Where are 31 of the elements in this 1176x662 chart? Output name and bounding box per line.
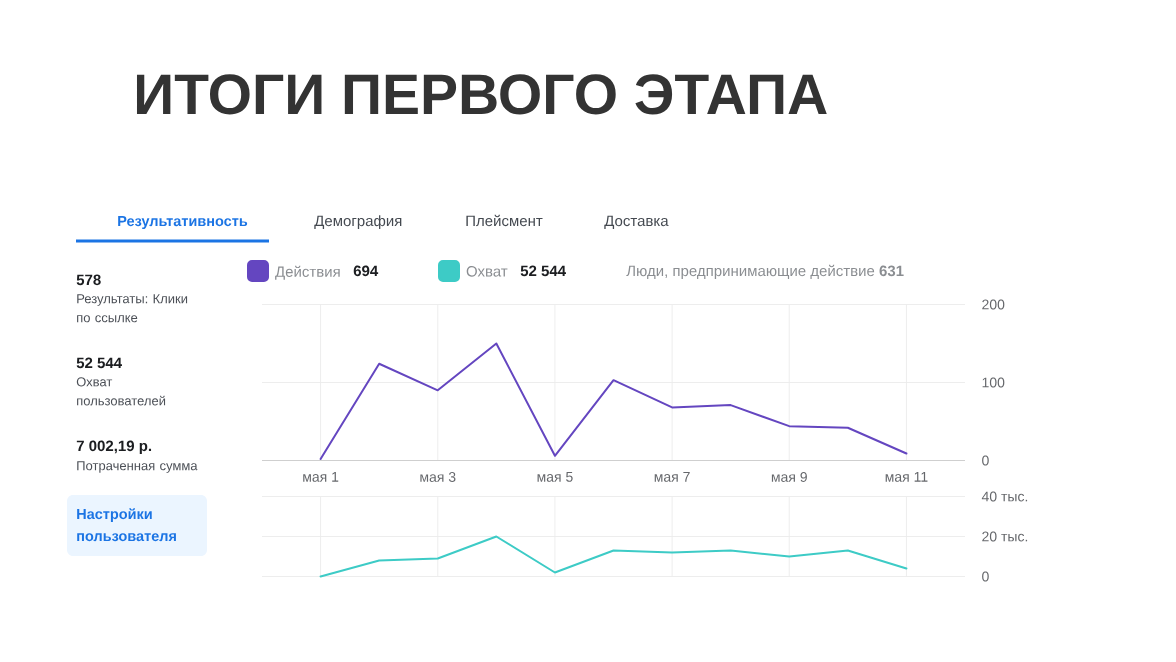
y-tick-label: 100 (982, 377, 1005, 388)
text: 52 544 (520, 265, 566, 277)
text: Люди, предпринимающие действие 631 (626, 264, 904, 280)
text: ИТОГИ ПЕРВОГО ЭТАПА (136, 74, 827, 115)
legend-label: Охват (466, 266, 508, 277)
y-tick-label: 0 (982, 455, 989, 466)
text: Результативность (118, 216, 248, 230)
text: Доставка (604, 215, 669, 229)
text: Настройки пользователя (77, 508, 176, 542)
text: 694 (353, 265, 379, 277)
text: 52 544 (76, 357, 122, 369)
x-tick-label: мая 9 (771, 472, 807, 482)
x-tick-label: мая 3 (420, 472, 456, 482)
y-tick-label: 40 тыс. (981, 491, 1028, 502)
text: Потраченная сумма (77, 461, 198, 473)
text: Результаты: Клики по ссылке (77, 294, 188, 323)
y-tick-label: 20 тыс. (982, 531, 1028, 542)
text: Демография (314, 215, 402, 230)
x-tick-label: мая 1 (303, 472, 339, 482)
text: 7 002,19 р. (76, 440, 152, 455)
y-tick-label: 200 (982, 299, 1005, 310)
legend-label: Действия (275, 265, 340, 280)
x-tick-label: мая 5 (537, 472, 573, 482)
x-tick-label: мая 11 (885, 472, 928, 482)
text: Охват пользователей (76, 377, 166, 406)
y-tick-label: 0 (982, 571, 989, 582)
text: Плейсмент (466, 214, 543, 227)
line-series (319, 535, 908, 578)
line-series (319, 342, 908, 460)
x-tick-label: мая 7 (654, 472, 690, 482)
text: 578 (76, 274, 101, 286)
